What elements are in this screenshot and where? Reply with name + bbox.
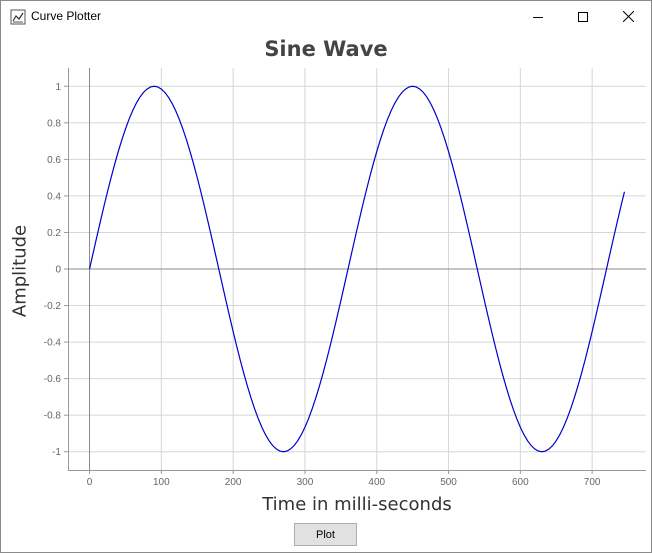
chart-title: Sine Wave — [264, 37, 388, 61]
tick-labels: 0 100 200 300 400 500 600 700 1 0.8 0.6 0.4 0.2 0 -0.2… — [44, 82, 601, 488]
window-title: Curve Plotter — [31, 9, 102, 23]
x-tick-label: 600 — [512, 477, 529, 488]
plot-button[interactable]: Plot — [294, 523, 357, 546]
y-axis-label: Amplitude — [9, 224, 31, 318]
sine-wave-chart: 0 100 200 300 400 500 600 700 1 0.8 0.6 0.4 0.2 0 -0.2… — [44, 68, 646, 488]
x-tick-label: 500 — [440, 477, 457, 488]
y-tick-label: 0.8 — [47, 118, 61, 129]
x-tick-label: 200 — [225, 477, 242, 488]
x-tick-label: 300 — [297, 477, 314, 488]
x-axis-label: Time in milli-seconds — [262, 494, 452, 515]
y-tick-label: -0.8 — [44, 411, 62, 422]
series-layer — [88, 85, 626, 453]
x-tick-label: 100 — [153, 477, 170, 488]
maximize-icon — [578, 11, 588, 22]
title-bar[interactable]: Curve Plotter — [1, 1, 651, 32]
x-tick-label: 0 — [87, 477, 93, 488]
close-button[interactable] — [605, 1, 651, 32]
sine-series-line — [88, 85, 626, 453]
y-tick-label: 0 — [55, 265, 61, 276]
y-tick-label: 1 — [55, 82, 61, 93]
x-tick-label: 400 — [368, 477, 385, 488]
axes — [68, 68, 646, 471]
x-tick-label: 700 — [584, 477, 601, 488]
y-tick-label: 0.2 — [47, 228, 61, 239]
y-tick-label: 0.4 — [47, 191, 61, 202]
y-tick-label: 0.6 — [47, 155, 61, 166]
y-tick-label: -0.4 — [44, 338, 62, 349]
maximize-button[interactable] — [560, 1, 606, 32]
y-tick-label: -1 — [52, 447, 61, 458]
chart-icon — [10, 9, 26, 25]
minimize-icon — [533, 16, 543, 18]
y-tick-label: -0.6 — [44, 374, 62, 385]
close-icon — [622, 11, 634, 22]
minimize-button[interactable] — [515, 1, 561, 32]
y-tick-label: -0.2 — [44, 301, 62, 312]
